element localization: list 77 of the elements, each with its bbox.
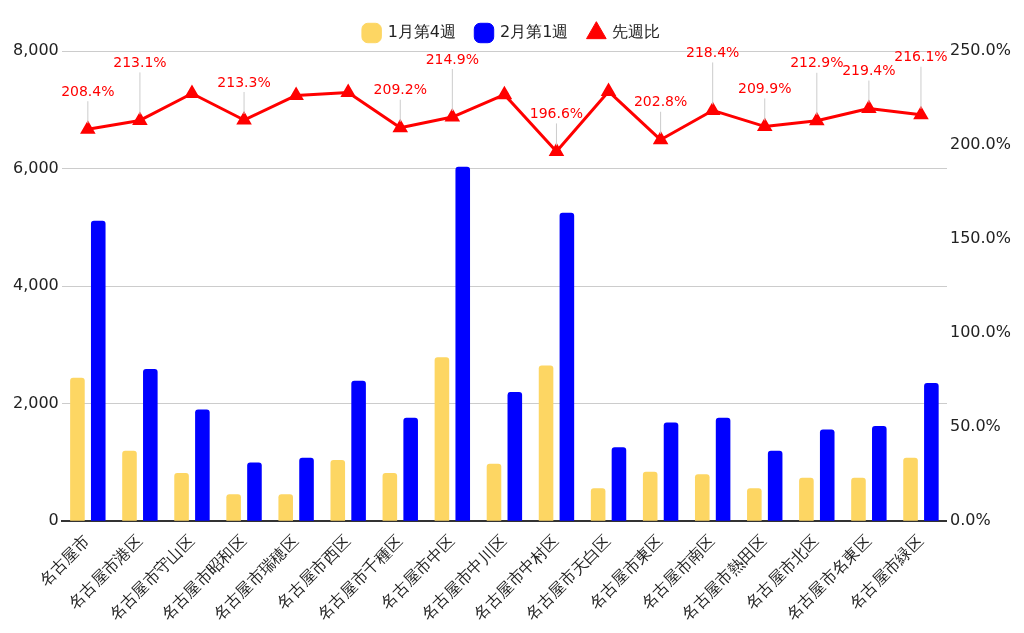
bar (903, 457, 918, 521)
point (289, 87, 303, 100)
bar (351, 380, 366, 521)
bar (330, 460, 346, 521)
bar (663, 422, 679, 521)
legend-label: 1月第4週 (387, 22, 456, 42)
data-label: 216.1% (894, 48, 948, 65)
data-label: 218.4% (685, 44, 740, 61)
bar (122, 450, 137, 521)
point (914, 107, 928, 120)
y2-tick-label: 0.0% (949, 510, 991, 530)
bar (747, 488, 762, 521)
y-tick-label: 6,000 (12, 157, 59, 177)
y2-tick-label: 200.0% (949, 134, 1012, 154)
bar (434, 357, 450, 521)
bar (767, 450, 783, 521)
bar (403, 417, 418, 521)
point (653, 132, 668, 145)
point (549, 143, 564, 156)
bar (143, 368, 158, 521)
data-label: 208.4% (61, 82, 115, 99)
point (445, 109, 460, 122)
bar (247, 462, 262, 521)
bar (559, 212, 575, 521)
point (133, 112, 147, 125)
data-label: 209.9% (738, 80, 792, 97)
bar (455, 166, 471, 521)
point (237, 112, 251, 125)
point (341, 85, 355, 98)
bar (226, 494, 241, 521)
bar (715, 417, 731, 521)
y-tick-label: 8,000 (12, 40, 59, 60)
y-tick-label: 4,000 (12, 275, 59, 295)
legend-label: 2月第1週 (500, 22, 569, 42)
y2-tick-label: 50.0% (949, 416, 1001, 436)
data-label: 209.2% (373, 81, 427, 98)
point (185, 86, 199, 99)
bar (174, 473, 189, 521)
point (705, 102, 720, 115)
legend-label: 先週比 (612, 22, 661, 42)
point (497, 87, 512, 100)
bar (819, 429, 835, 521)
bar (486, 463, 502, 521)
bar (382, 473, 398, 521)
bar (924, 383, 939, 521)
point (758, 118, 772, 131)
bar (872, 426, 887, 521)
data-label: 212.9% (790, 54, 844, 71)
data-label: 213.1% (113, 54, 167, 71)
data-label: 213.3% (217, 73, 271, 90)
point (810, 113, 824, 126)
bar (694, 474, 710, 521)
point (601, 83, 616, 96)
y-tick-label: 0 (48, 510, 59, 530)
data-label: 196.6% (529, 105, 584, 122)
point (393, 120, 407, 133)
bar (611, 447, 627, 521)
data-label: 202.8% (633, 93, 688, 110)
bar (278, 494, 293, 521)
bar (70, 377, 85, 521)
y2-tick-label: 150.0% (949, 228, 1012, 248)
bar (642, 471, 658, 521)
bar (299, 457, 314, 521)
data-label: 219.4% (842, 62, 896, 79)
bar (507, 391, 523, 521)
bar (195, 409, 210, 521)
bar (90, 220, 106, 521)
data-label: 214.9% (425, 50, 480, 67)
bar (799, 477, 814, 521)
y2-tick-label: 250.0% (949, 40, 1012, 60)
point (81, 121, 95, 134)
bar (538, 365, 554, 521)
y2-tick-label: 100.0% (949, 322, 1012, 342)
bar (851, 477, 866, 521)
y-tick-label: 2,000 (12, 392, 59, 412)
point (862, 101, 876, 114)
bar (590, 488, 606, 521)
